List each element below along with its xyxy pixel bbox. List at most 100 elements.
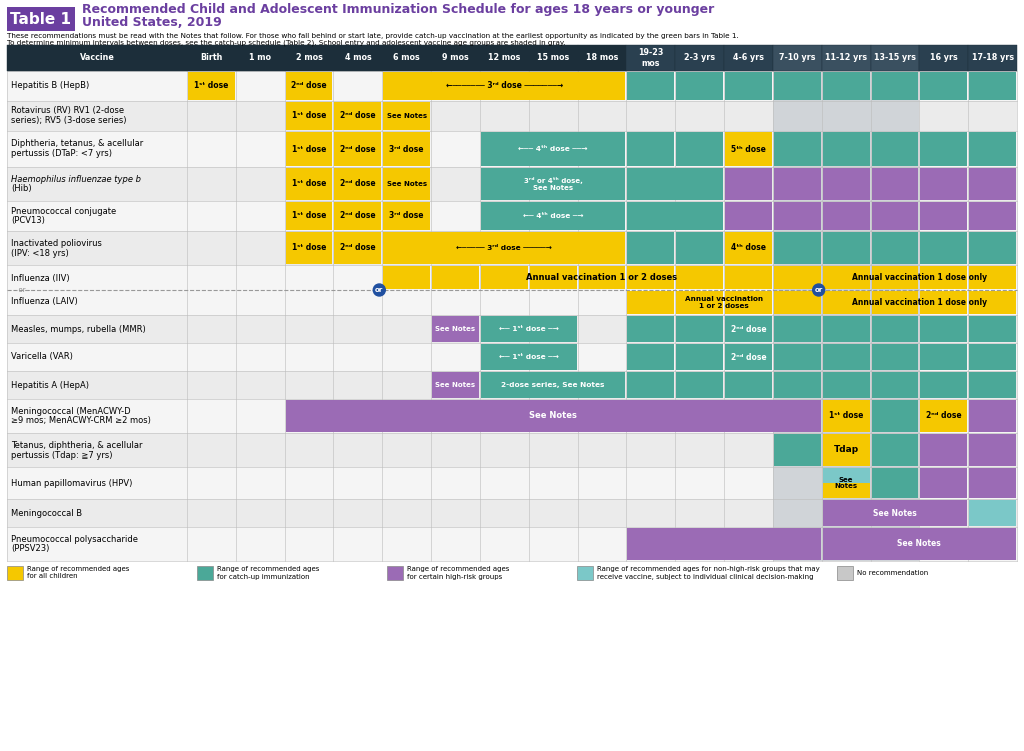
Text: 2ⁿᵈ dose: 2ⁿᵈ dose	[340, 111, 376, 120]
Text: Range of recommended ages
for all children: Range of recommended ages for all childr…	[27, 566, 129, 580]
Bar	[774, 316, 820, 342]
Text: 13-15 yrs: 13-15 yrs	[873, 53, 915, 62]
Text: 2ⁿᵈ dose: 2ⁿᵈ dose	[340, 212, 376, 221]
Bar	[628, 291, 674, 314]
Bar	[969, 434, 1016, 466]
Text: Hepatitis B (HepB): Hepatitis B (HepB)	[11, 82, 89, 91]
Bar	[920, 45, 968, 71]
Text: Table 1: Table 1	[10, 11, 72, 26]
Text: See Notes: See Notes	[873, 508, 916, 517]
Text: 2 mos: 2 mos	[296, 53, 323, 62]
Bar	[7, 71, 1017, 101]
Text: 11-12 yrs: 11-12 yrs	[825, 53, 867, 62]
Bar	[725, 316, 772, 342]
Bar	[7, 45, 1017, 71]
Text: To determine minimum intervals between doses, see the catch-up schedule (Table 2: To determine minimum intervals between d…	[7, 40, 565, 47]
Text: ←─ 1ˢᵗ dose ─→: ←─ 1ˢᵗ dose ─→	[499, 354, 559, 360]
Bar	[921, 468, 968, 498]
Bar	[725, 72, 772, 100]
Text: (PPSV23): (PPSV23)	[11, 544, 49, 553]
Bar	[921, 316, 968, 342]
Text: 12 mos: 12 mos	[488, 53, 520, 62]
Bar	[921, 132, 968, 166]
Text: Tdap: Tdap	[834, 445, 859, 454]
Text: Rotavirus (RV) RV1 (2-dose: Rotavirus (RV) RV1 (2-dose	[11, 107, 124, 116]
Text: 5ᵗʰ dose: 5ᵗʰ dose	[731, 144, 766, 153]
Bar	[724, 45, 773, 71]
Bar	[7, 315, 1017, 343]
Text: See Notes: See Notes	[387, 181, 427, 187]
Bar	[628, 132, 674, 166]
Bar	[675, 45, 724, 71]
Bar	[676, 372, 723, 398]
Bar	[821, 45, 870, 71]
Bar	[676, 344, 723, 370]
Text: Range of recommended ages for non-high-risk groups that may
receive vaccine, sub: Range of recommended ages for non-high-r…	[597, 566, 820, 580]
Text: ≥9 mos; MenACWY-CRM ≥2 mos): ≥9 mos; MenACWY-CRM ≥2 mos)	[11, 417, 151, 426]
Bar	[871, 232, 919, 264]
Bar	[628, 316, 674, 342]
Bar	[480, 45, 528, 71]
Bar	[774, 168, 820, 200]
Bar	[7, 399, 1017, 433]
Bar	[969, 316, 1016, 342]
Bar	[822, 202, 869, 230]
Text: These recommendations must be read with the Notes that follow. For those who fal: These recommendations must be read with …	[7, 33, 738, 39]
Bar	[335, 202, 381, 230]
Text: Human papillomavirus (HPV): Human papillomavirus (HPV)	[11, 478, 132, 487]
Text: series); RV5 (3-dose series): series); RV5 (3-dose series)	[11, 116, 127, 125]
Bar	[725, 168, 772, 200]
Bar	[837, 566, 853, 580]
Bar	[969, 468, 1016, 498]
Text: 2ⁿᵈ dose: 2ⁿᵈ dose	[340, 179, 376, 189]
Bar	[481, 132, 626, 166]
Bar	[676, 266, 723, 289]
Text: Range of recommended ages
for certain high-risk groups: Range of recommended ages for certain hi…	[407, 566, 509, 580]
Bar	[774, 202, 820, 230]
Bar	[628, 232, 674, 264]
Text: Vaccine: Vaccine	[80, 53, 115, 62]
Bar	[628, 72, 674, 100]
Bar	[188, 72, 234, 100]
Text: or: or	[375, 287, 383, 293]
Text: See Notes: See Notes	[387, 113, 427, 119]
Bar	[676, 132, 723, 166]
Bar	[628, 266, 674, 289]
Text: Haemophilus influenzae type b: Haemophilus influenzae type b	[11, 174, 141, 183]
Bar	[7, 7, 75, 31]
Text: ←───── 3ʳᵈ dose ─────→: ←───── 3ʳᵈ dose ─────→	[457, 245, 552, 251]
Bar	[822, 500, 968, 526]
Text: 1 mo: 1 mo	[249, 53, 271, 62]
Bar	[969, 400, 1016, 432]
Text: Annual vaccination
1 or 2 doses: Annual vaccination 1 or 2 doses	[685, 296, 763, 309]
Bar	[725, 291, 772, 314]
Text: 4ᵗʰ dose: 4ᵗʰ dose	[731, 243, 766, 252]
Text: or: or	[814, 287, 823, 293]
Bar	[383, 72, 626, 100]
Bar	[774, 291, 820, 314]
Bar	[822, 434, 869, 466]
Bar	[577, 566, 593, 580]
Bar	[334, 45, 382, 71]
Bar	[481, 202, 626, 230]
Bar	[725, 344, 772, 370]
Bar	[871, 72, 919, 100]
Bar	[383, 266, 430, 289]
Text: See Notes: See Notes	[435, 326, 475, 332]
Text: 2ⁿᵈ dose: 2ⁿᵈ dose	[926, 412, 962, 421]
Text: Annual vaccination 1 or 2 doses: Annual vaccination 1 or 2 doses	[526, 273, 678, 282]
Text: Annual vaccination 1 dose only: Annual vaccination 1 dose only	[852, 273, 987, 282]
Bar	[822, 132, 869, 166]
Text: pertussis (DTaP: <7 yrs): pertussis (DTaP: <7 yrs)	[11, 149, 112, 158]
Text: 2ⁿᵈ dose: 2ⁿᵈ dose	[291, 82, 327, 91]
Bar	[481, 168, 626, 200]
Bar	[286, 400, 820, 432]
Bar	[197, 566, 213, 580]
Bar	[822, 168, 869, 200]
Text: 1ˢᵗ dose: 1ˢᵗ dose	[292, 179, 327, 189]
Bar	[822, 400, 869, 432]
Text: Influenza (IIV): Influenza (IIV)	[11, 274, 70, 283]
Bar	[579, 266, 626, 289]
Bar	[822, 344, 869, 370]
Bar	[676, 72, 723, 100]
